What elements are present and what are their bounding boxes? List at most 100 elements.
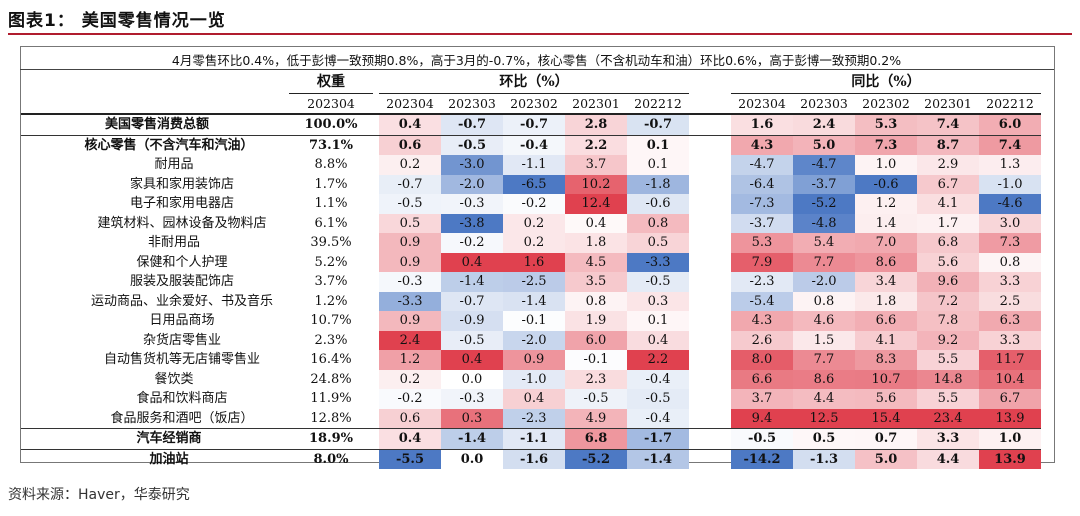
header-weight-period: 202304 [289, 93, 373, 115]
mom-cell: 6.8 [565, 428, 627, 450]
mom-cell: -1.4 [503, 291, 565, 311]
yoy-cell: 6.6 [731, 369, 793, 389]
mom-cell: 0.9 [379, 252, 441, 272]
header-mom-period: 202304 [379, 93, 441, 115]
mom-cell: 4.9 [565, 408, 627, 429]
mom-cell: -0.3 [441, 194, 503, 214]
row-label: 加油站 [149, 451, 189, 467]
yoy-cell: 9.4 [731, 408, 793, 429]
row-label: 自动售货机等无店铺零售业 [103, 352, 260, 368]
header-yoy-period: 202303 [793, 93, 855, 115]
header-yoy-period: 202304 [731, 93, 793, 115]
weight-cell: 2.3% [314, 332, 348, 348]
weight-cell: 39.5% [310, 235, 352, 251]
yoy-cell: 4.3 [731, 311, 793, 331]
yoy-cell: 2.4 [793, 114, 855, 136]
table-row: 日用品商场 10.7% 0.9 -0.9 -0.1 1.9 0.1 4.3 4.6 6.6 7.8 6… [21, 311, 1041, 331]
header-yoy-period: 202212 [979, 93, 1041, 115]
mom-cell: -0.7 [441, 291, 503, 311]
weight-cell: 24.8% [310, 371, 352, 387]
mom-cell: -0.3 [441, 389, 503, 409]
mom-cell: 0.1 [627, 135, 689, 155]
yoy-cell: -3.7 [793, 174, 855, 194]
yoy-cell: -1.0 [979, 174, 1041, 194]
yoy-cell: 0.8 [979, 252, 1041, 272]
mom-cell: -0.5 [565, 389, 627, 409]
mom-cell: 3.5 [565, 272, 627, 292]
retail-sales-table: 权重 环比（%） 同比（%） 202304 202304 202303 2023… [21, 73, 1041, 469]
yoy-cell: 1.6 [731, 114, 793, 136]
yoy-cell: 7.4 [917, 114, 979, 136]
yoy-cell: 8.7 [917, 135, 979, 155]
yoy-cell: 5.3 [855, 114, 917, 136]
yoy-cell: 0.8 [793, 291, 855, 311]
table-row: 美国零售消费总额 100.0% 0.4 -0.7 -0.7 2.8 -0.7 1.6 2.4 5.… [21, 114, 1041, 136]
mom-cell: -6.5 [503, 174, 565, 194]
header-mom: 环比（%） [379, 73, 689, 94]
yoy-cell: 8.6 [793, 369, 855, 389]
mom-cell: 1.9 [565, 311, 627, 331]
yoy-cell: -7.3 [731, 194, 793, 214]
row-label: 杂货店零售业 [142, 332, 221, 348]
yoy-cell: 14.8 [917, 369, 979, 389]
weight-cell: 6.1% [314, 215, 348, 231]
mom-cell: -1.4 [627, 449, 689, 469]
mom-cell: 0.6 [379, 135, 441, 155]
yoy-cell: 3.3 [917, 428, 979, 450]
mom-cell: 1.6 [503, 252, 565, 272]
yoy-cell: 7.7 [793, 252, 855, 272]
weight-cell: 1.1% [314, 196, 348, 212]
yoy-cell: 3.0 [979, 213, 1041, 233]
mom-cell: 1.8 [565, 233, 627, 253]
yoy-cell: 6.3 [979, 311, 1041, 331]
yoy-cell: -4.6 [979, 194, 1041, 214]
row-label: 家具和家用装饰店 [129, 176, 234, 192]
yoy-cell: -4.8 [793, 213, 855, 233]
mom-cell: -0.5 [379, 194, 441, 214]
yoy-cell: 1.4 [855, 213, 917, 233]
yoy-cell: 5.5 [917, 350, 979, 370]
yoy-cell: 2.5 [979, 291, 1041, 311]
mom-cell: 3.7 [565, 155, 627, 175]
yoy-cell: 1.7 [917, 213, 979, 233]
yoy-cell: 1.0 [979, 428, 1041, 450]
mom-cell: 2.8 [565, 114, 627, 136]
yoy-cell: 2.9 [917, 155, 979, 175]
row-label: 汽车经销商 [21, 428, 289, 450]
weight-cell: 1.7% [314, 176, 348, 192]
yoy-cell: 1.8 [855, 291, 917, 311]
mom-cell: 0.6 [379, 408, 441, 429]
mom-cell: -3.3 [627, 252, 689, 272]
yoy-cell: 13.9 [979, 449, 1041, 469]
summary-text: 4月零售环比0.4%，低于彭博一致预期0.8%，高于3月的-0.7%，核心零售（… [171, 53, 902, 68]
yoy-cell: 3.3 [979, 330, 1041, 350]
yoy-cell: 13.9 [979, 408, 1041, 429]
weight-cell: 3.7% [314, 274, 348, 290]
row-label: 服装及服装配饰店 [129, 274, 234, 290]
yoy-cell: 7.3 [855, 135, 917, 155]
mom-cell: -0.7 [503, 114, 565, 136]
yoy-cell: 4.1 [917, 194, 979, 214]
yoy-cell: 3.7 [731, 389, 793, 409]
mom-cell: 0.0 [441, 449, 503, 469]
yoy-cell: -5.2 [793, 194, 855, 214]
table-row: 餐饮类 24.8% 0.2 0.0 -1.0 2.3 -0.4 6.6 8.6 10.7 14.8 1… [21, 369, 1041, 389]
row-label: 食品和饮料商店 [136, 391, 228, 407]
mom-cell: 0.2 [503, 213, 565, 233]
yoy-cell: 9.6 [917, 272, 979, 292]
header-weight: 权重 [289, 73, 373, 94]
yoy-cell: 2.6 [731, 330, 793, 350]
mom-cell: 0.1 [627, 155, 689, 175]
table-row: 汽车经销商 18.9% 0.4 -1.4 -1.1 6.8 -1.7 -0.5 0.5 0.7 3.… [21, 428, 1041, 450]
header-mom-period: 202302 [503, 93, 565, 115]
mom-cell: -0.1 [565, 350, 627, 370]
mom-cell: -0.1 [503, 311, 565, 331]
mom-cell: 0.1 [627, 311, 689, 331]
table-row: 自动售货机等无店铺零售业 16.4% 1.2 0.4 0.9 -0.1 2.2 8.0 7.7 8… [21, 350, 1041, 370]
yoy-cell: 6.8 [917, 233, 979, 253]
mom-cell: -2.5 [503, 272, 565, 292]
yoy-cell: 7.7 [793, 350, 855, 370]
table-row: 电子和家用电器店 1.1% -0.5 -0.3 -0.2 12.4 -0.6 -7.3 -5.2… [21, 194, 1041, 214]
mom-cell: -1.1 [503, 428, 565, 450]
mom-cell: -3.0 [441, 155, 503, 175]
